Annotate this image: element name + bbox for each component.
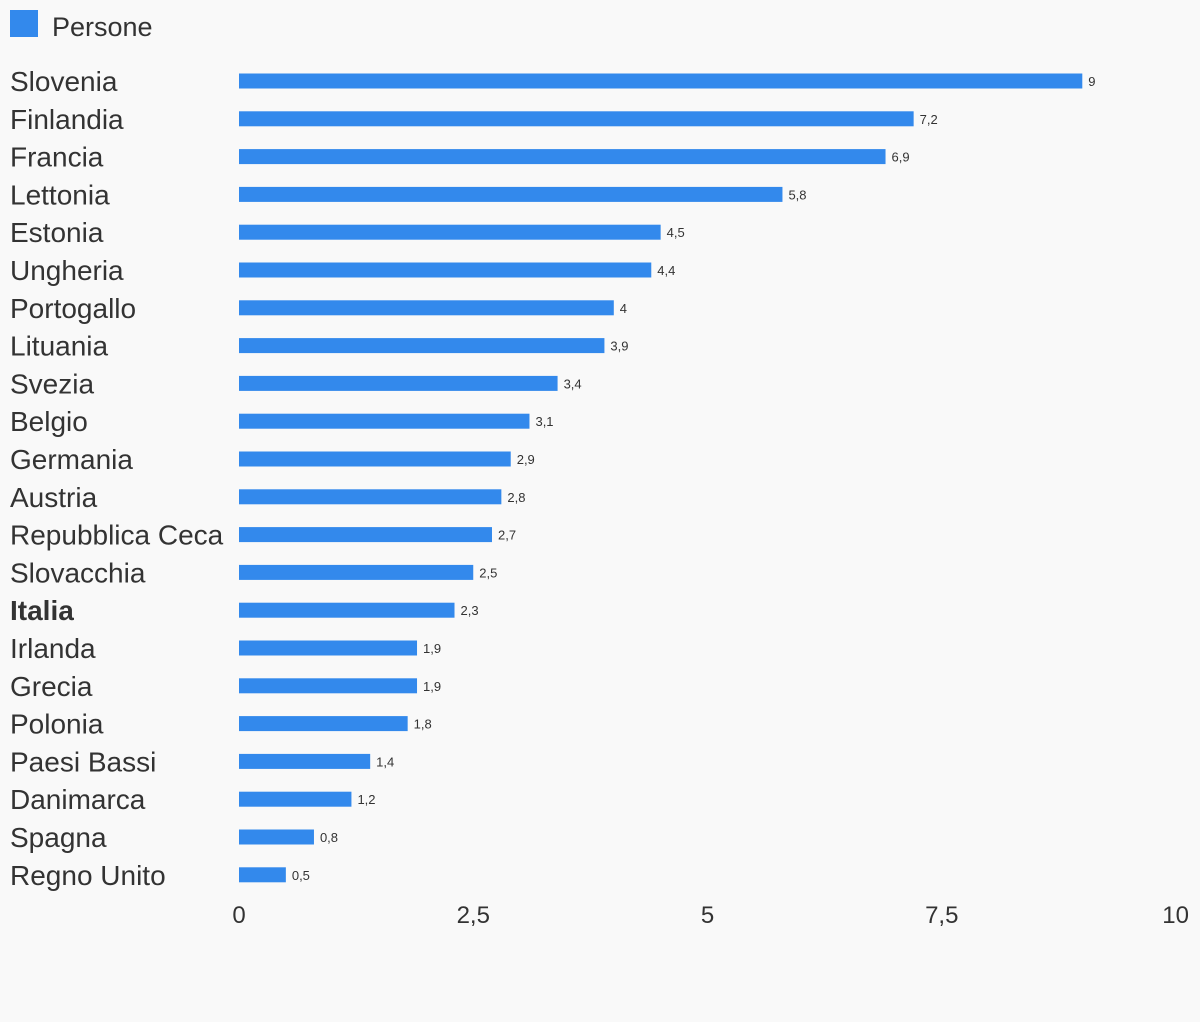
legend: Persone (10, 9, 153, 44)
bar (239, 375, 558, 391)
data-label: 2,8 (507, 490, 525, 505)
bar (239, 413, 530, 429)
category-label: Slovacchia (10, 557, 146, 588)
data-label: 3,4 (564, 376, 582, 391)
data-label: 7,2 (920, 112, 938, 127)
bar (239, 716, 408, 732)
x-tick-label: 0 (232, 902, 245, 929)
bar (239, 300, 614, 316)
bar (239, 186, 783, 202)
category-label: Germania (10, 444, 133, 475)
category-label: Regno Unito (10, 860, 166, 891)
category-label: Lettonia (10, 179, 110, 210)
category-label: Finlandia (10, 104, 124, 135)
bar (239, 489, 502, 505)
data-label: 0,8 (320, 830, 338, 845)
category-label: Francia (10, 142, 104, 173)
data-label: 2,5 (479, 565, 497, 580)
bar (239, 149, 886, 165)
bar (239, 451, 511, 467)
bar (239, 678, 418, 694)
data-label: 2,9 (517, 452, 535, 467)
bar (239, 111, 914, 127)
category-label: Irlanda (10, 633, 96, 664)
legend-label: Persone (52, 12, 153, 42)
data-label: 4,4 (657, 263, 675, 278)
data-label: 0,5 (292, 868, 310, 883)
data-label: 1,4 (376, 754, 394, 769)
bar (239, 791, 352, 807)
x-tick-label: 2,5 (457, 902, 490, 929)
data-label: 6,9 (892, 150, 910, 165)
data-label: 1,8 (414, 717, 432, 732)
bar (239, 564, 474, 580)
x-tick-label: 5 (701, 902, 714, 929)
bar (239, 338, 605, 354)
bar (239, 753, 371, 769)
data-label: 4,5 (667, 225, 685, 240)
bar (239, 829, 314, 845)
data-label: 1,9 (423, 679, 441, 694)
legend-swatch (10, 9, 38, 37)
category-label: Italia (10, 595, 74, 626)
data-label: 2,7 (498, 528, 516, 543)
category-label: Lituania (10, 331, 109, 362)
category-label: Portogallo (10, 293, 136, 324)
data-label: 5,8 (788, 187, 806, 202)
x-tick-label: 7,5 (925, 902, 958, 929)
category-label: Austria (10, 482, 98, 513)
bar (239, 224, 661, 240)
bar (239, 262, 652, 278)
bar (239, 527, 492, 543)
data-label: 1,9 (423, 641, 441, 656)
category-label: Repubblica Ceca (10, 520, 224, 551)
data-label: 3,1 (535, 414, 553, 429)
category-label: Ungheria (10, 255, 124, 286)
bar (239, 602, 455, 618)
bar (239, 640, 418, 656)
category-label: Estonia (10, 217, 104, 248)
category-label: Svezia (10, 368, 94, 399)
category-label: Spagna (10, 822, 107, 853)
category-label: Slovenia (10, 66, 118, 97)
category-label: Grecia (10, 671, 93, 702)
category-label: Polonia (10, 709, 104, 740)
data-label: 9 (1088, 74, 1095, 89)
x-tick-label: 10 (1162, 902, 1189, 929)
data-label: 3,9 (610, 339, 628, 354)
category-label: Danimarca (10, 784, 146, 815)
data-label: 4 (620, 301, 627, 316)
category-label: Paesi Bassi (10, 746, 156, 777)
bar (239, 867, 286, 883)
bar (239, 73, 1083, 89)
data-label: 2,3 (461, 603, 479, 618)
category-label: Belgio (10, 406, 88, 437)
data-label: 1,2 (357, 792, 375, 807)
